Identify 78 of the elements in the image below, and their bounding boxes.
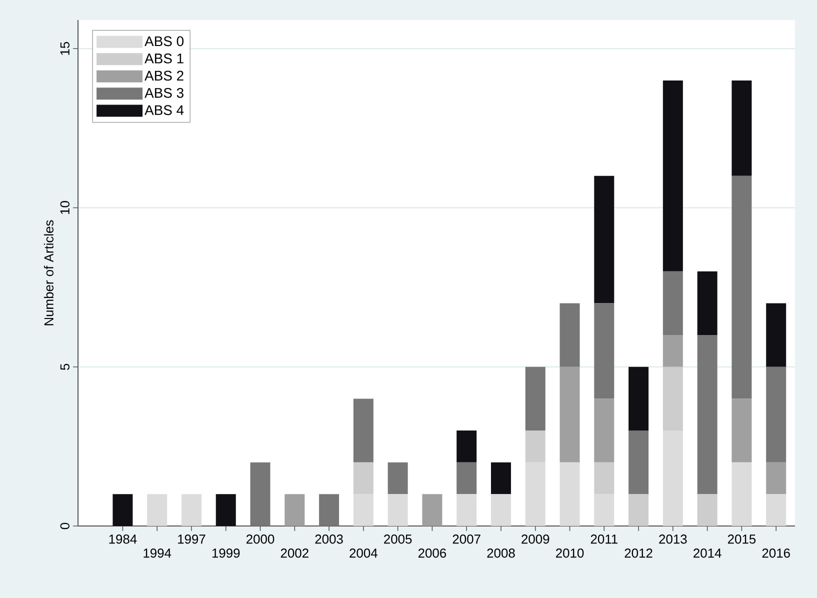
bar [319,494,340,526]
x-tick-label: 2014 [694,548,722,558]
x-tick-label: 2006 [418,548,446,558]
bar [284,494,305,526]
bar [490,462,511,494]
bar [560,366,580,462]
y-tick-label: 15 [60,42,70,55]
bar [697,335,718,494]
bar [732,80,752,176]
bar [732,462,752,526]
bar [353,462,374,494]
x-tick-label: 2000 [246,534,274,544]
bar [353,494,374,526]
bar [628,494,649,526]
bar [525,462,546,526]
bar [560,303,580,367]
bar [560,462,580,526]
bar [112,494,133,526]
x-tick-label: 2008 [487,548,515,558]
legend-label: ABS 2 [144,70,184,81]
bar [388,494,408,526]
bar [628,430,649,494]
bar [697,494,718,526]
y-tick-label: 0 [60,522,70,530]
bar [697,271,718,336]
bar [662,80,683,272]
x-tick-label: 2009 [522,534,550,544]
x-tick-label: 2004 [350,548,378,558]
x-tick-label: 2003 [315,534,343,544]
bar [181,494,202,526]
bar [594,176,614,304]
bar [628,366,649,431]
bar [662,335,683,367]
y-axis-title: Number of Articles [44,220,54,326]
x-tick-label: 2015 [728,534,756,544]
bar [147,494,168,526]
bar [525,366,546,431]
legend-label: ABS 0 [144,36,184,46]
x-tick-label: 2002 [280,548,308,558]
y-tick-label: 5 [60,364,70,370]
y-tick-label: 10 [60,201,70,214]
bar [216,494,236,526]
bar [766,303,786,367]
bar [456,494,477,526]
bar [766,366,786,462]
bar [594,398,614,462]
bar [250,462,270,526]
bar [662,430,683,526]
bar [456,462,477,494]
legend-label: ABS 3 [144,88,184,98]
bar [456,430,477,462]
bar [490,494,511,526]
bar [594,462,614,494]
bar [422,494,442,526]
x-tick-label: 2013 [659,534,687,544]
bar [594,303,614,399]
bar [662,271,683,336]
bar [732,398,752,462]
bar [525,430,546,462]
x-tick-label: 2016 [762,548,790,558]
x-tick-label: 2012 [624,548,652,558]
x-tick-label: 2005 [384,534,412,544]
x-tick-label: 1984 [109,534,137,544]
bar [766,462,786,494]
bar [353,398,374,462]
x-tick-label: 2007 [452,534,480,544]
legend-label: ABS 1 [144,54,184,64]
x-tick-label: 1997 [178,534,206,544]
legend-label: ABS 4 [144,105,184,116]
bar [766,494,786,526]
bar [594,494,614,526]
bar [388,462,408,494]
bar [732,176,752,399]
x-tick-label: 1999 [212,548,240,558]
x-tick-label: 2010 [556,548,584,558]
x-tick-label: 1994 [144,548,172,558]
x-tick-label: 2011 [590,534,618,544]
bar [662,366,683,431]
